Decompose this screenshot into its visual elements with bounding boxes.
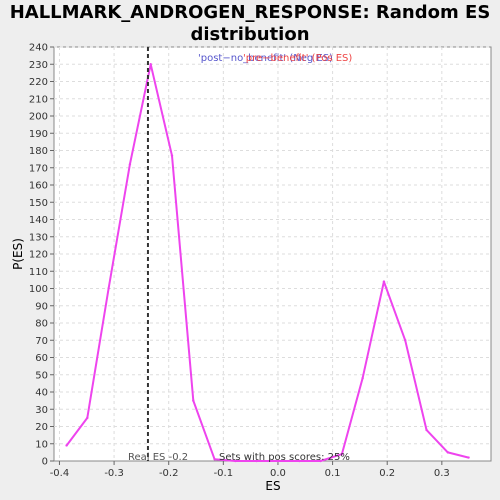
series-line <box>65 63 469 462</box>
y-tick-label: 130 <box>29 232 48 243</box>
real-es-label: Real ES -0.2 <box>128 452 188 463</box>
series-point <box>361 377 364 380</box>
y-tick-label: 170 <box>29 163 48 174</box>
series-point <box>149 63 152 66</box>
series-point <box>425 428 428 432</box>
series-point <box>404 339 407 342</box>
y-tick-label: 20 <box>35 422 48 433</box>
chart-title: HALLMARK_ANDROGEN_RESPONSE: Random ES di… <box>0 2 500 46</box>
series-group <box>65 63 470 463</box>
series-point <box>234 459 237 463</box>
y-tick-label: 190 <box>29 129 48 140</box>
y-tick-label: 50 <box>35 370 48 381</box>
grid <box>54 46 491 461</box>
y-tick-label: 30 <box>35 405 48 416</box>
series-point <box>213 458 216 461</box>
y-tick-label: 220 <box>29 77 48 88</box>
y-tick-label: 240 <box>29 43 48 54</box>
y-tick-label: 230 <box>29 60 48 71</box>
legend-pos-text: 'pre−benefit' (Pos ES) <box>243 53 352 64</box>
series-point <box>192 399 195 402</box>
series-point <box>276 459 280 463</box>
y-tick-label: 150 <box>29 198 48 209</box>
x-tick-label: 0.3 <box>434 468 450 479</box>
series-point <box>382 280 386 283</box>
y-tick-label: 40 <box>35 388 48 399</box>
series-point <box>319 459 322 463</box>
x-tick-label: -0.3 <box>104 468 124 479</box>
y-tick-label: 10 <box>35 439 48 450</box>
x-tick-label: 0.1 <box>325 468 341 479</box>
chart-title-line2: distribution <box>190 24 310 45</box>
y-tick-label: 100 <box>29 284 48 295</box>
y-axis-label: P(ES) <box>11 238 25 270</box>
series-point <box>446 451 450 454</box>
pos-score-text: Sets with pos scores: 25% <box>219 452 350 463</box>
x-tick-label: -0.2 <box>159 468 179 479</box>
y-tick-label: 70 <box>35 336 48 347</box>
legend-neg-text: 'post−no_benefit' (Neg ES) <box>198 53 333 64</box>
x-tick-label: -0.4 <box>50 468 70 479</box>
y-tick-label: 60 <box>35 353 48 364</box>
series-point <box>467 456 470 459</box>
x-tick-label: -0.1 <box>214 468 234 479</box>
y-tick-label: 120 <box>29 250 48 261</box>
y-tick-label: 180 <box>29 146 48 157</box>
series-point <box>255 459 258 463</box>
series-point <box>65 444 68 447</box>
series-point <box>128 163 132 166</box>
x-axis-label: ES <box>265 479 280 493</box>
x-tick-label: 0.0 <box>270 468 286 479</box>
y-tick-label: 0 <box>42 457 48 468</box>
y-tick-label: 90 <box>35 301 48 312</box>
series-point <box>298 459 301 463</box>
y-tick-label: 200 <box>29 112 48 123</box>
y-tick-label: 160 <box>29 181 48 192</box>
series-point <box>340 452 344 456</box>
chart-title-line1: HALLMARK_ANDROGEN_RESPONSE: Random ES <box>9 2 491 23</box>
x-tick-label: 0.2 <box>379 468 395 479</box>
y-tick-label: 110 <box>29 267 48 278</box>
series-point <box>170 154 174 157</box>
series-point <box>86 416 89 420</box>
y-tick-label: 140 <box>29 215 48 226</box>
y-tick-label: 210 <box>29 94 48 105</box>
series-point <box>107 287 110 290</box>
axis-ticks: 0 10 20 30 40 50 60 70 80 90 100 110 120 130 140 150 160… <box>29 43 450 480</box>
y-tick-label: 80 <box>35 319 48 330</box>
